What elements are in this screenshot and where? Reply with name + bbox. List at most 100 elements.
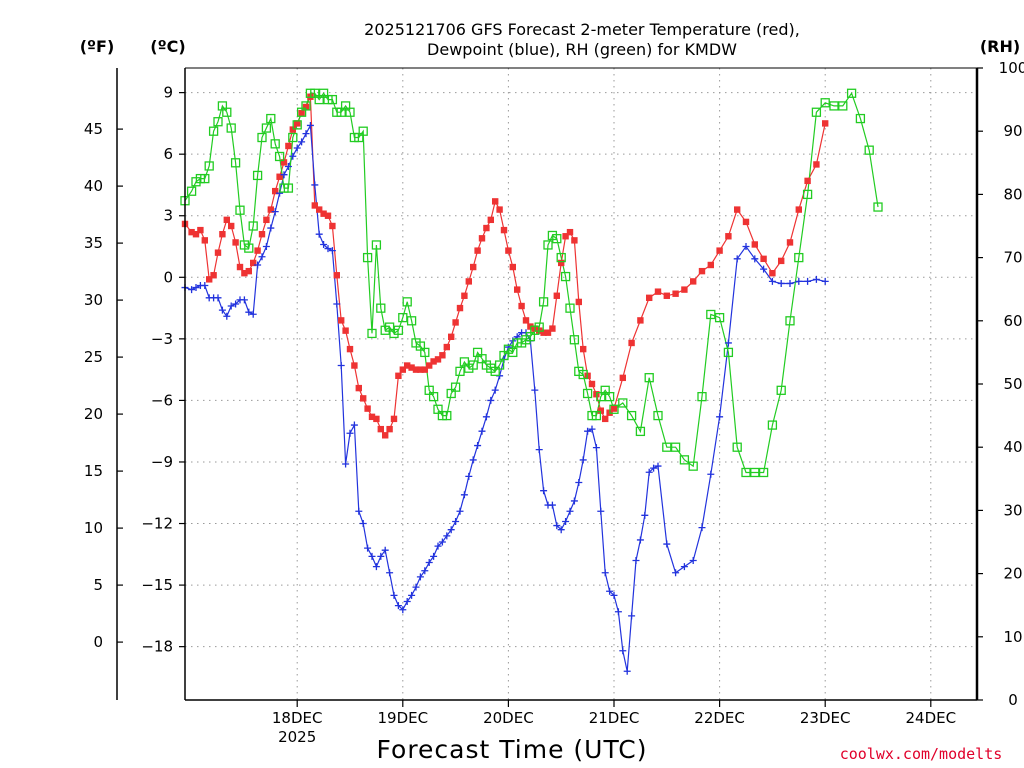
time-tick-label: 19DEC [378, 709, 429, 727]
dewpoint-point [214, 294, 222, 302]
rh-point [846, 88, 857, 98]
temperature-point [597, 407, 604, 414]
rh-point [679, 455, 690, 465]
rh-point [494, 360, 505, 370]
rh-point [569, 335, 580, 345]
dewpoint-point [364, 544, 372, 552]
dewpoint-point [742, 243, 750, 251]
rh-point [855, 113, 866, 124]
temperature-point [558, 259, 565, 267]
rh-point [420, 347, 430, 358]
dewpoint-point [298, 138, 306, 146]
dewpoint-point [641, 511, 649, 519]
temperature-point [368, 413, 376, 421]
dewpoint-point [320, 240, 328, 248]
rh-point [785, 316, 795, 326]
time-tick-label: 20DEC [483, 709, 534, 727]
dewpoint-point [548, 501, 556, 509]
dewpoint-point [368, 552, 376, 560]
dewpoint-point [394, 602, 402, 610]
fahrenheit-tick-label: 35 [84, 234, 103, 252]
rh-tick-label: 60 [1003, 312, 1022, 330]
rh-point [776, 385, 786, 395]
temperature-point [492, 198, 499, 205]
dewpoint-point [452, 517, 460, 525]
dewpoint-point [478, 427, 486, 435]
dewpoint-point [553, 522, 561, 530]
dewpoint-point [460, 491, 468, 499]
dewpoint-point [289, 152, 297, 160]
time-tick-label: 21DEC [589, 709, 640, 727]
temperature-point [254, 247, 261, 254]
rh-line [184, 91, 879, 474]
temperature-point [580, 345, 587, 353]
rh-point [662, 442, 672, 452]
dewpoint-point [716, 413, 724, 421]
rh-point [714, 312, 725, 323]
dewpoint-point [535, 446, 543, 454]
rh-point [345, 107, 355, 117]
rh-point [534, 322, 544, 332]
dewpoint-point [465, 472, 473, 480]
rh-point [543, 240, 553, 250]
temperature-point [316, 206, 323, 213]
rh-point [283, 183, 294, 193]
temperature-point [430, 358, 437, 365]
dewpoint-point [240, 296, 248, 304]
celsius-unit-label: (ºC) [150, 37, 185, 56]
temperature-point [206, 276, 213, 283]
rh-point [829, 101, 839, 111]
rh-tick-label: 90 [1003, 122, 1022, 140]
temperature-point [514, 286, 521, 293]
temperature-point [505, 247, 512, 254]
temperature-point [716, 247, 723, 254]
temperature-point [602, 415, 609, 423]
rh-point [406, 316, 417, 326]
celsius-tick-label: −15 [141, 576, 173, 594]
rh-point [688, 461, 698, 471]
dewpoint-point [399, 606, 407, 614]
rh-point [468, 360, 478, 370]
temperature-point [272, 187, 279, 195]
dewpoint-point [412, 583, 420, 591]
temperature-point [338, 317, 345, 324]
rh-point [442, 410, 452, 421]
celsius-tick-label: 3 [163, 207, 173, 225]
celsius-tick-label: 9 [163, 84, 173, 102]
rh-point [644, 373, 654, 383]
dewpoint-point [342, 460, 350, 468]
dewpoint-point [328, 247, 336, 255]
temperature-point [443, 343, 450, 351]
temperature-point [294, 120, 301, 127]
dewpoint-point [570, 497, 578, 505]
temperature-point [778, 257, 785, 265]
temperature-point [518, 302, 525, 310]
dewpoint-point [821, 277, 829, 285]
dewpoint-point [188, 286, 196, 294]
temperature-point [263, 216, 270, 224]
rh-point [794, 252, 804, 263]
rh-point [270, 139, 280, 149]
temperature-point [509, 263, 516, 271]
dewpoint-point [654, 462, 662, 470]
rh-point [635, 426, 646, 437]
temperature-point [214, 249, 222, 256]
temperature-point [690, 278, 697, 285]
temperature-point [386, 425, 393, 433]
dewpoint-point [724, 339, 732, 347]
dewpoint-point [456, 507, 464, 515]
rh-point [741, 467, 751, 478]
temperature-point [637, 317, 644, 324]
time-tick-label: 18DEC [272, 709, 323, 727]
temperature-point [575, 298, 582, 306]
temperature-point [285, 142, 292, 150]
temperature-point [236, 263, 244, 271]
temperature-point [399, 366, 406, 373]
temperature-point [412, 366, 420, 373]
rh-point [653, 410, 663, 421]
dewpoint-point [262, 243, 270, 251]
rh-point [266, 113, 276, 124]
dewpoint-point [588, 425, 596, 433]
temperature-point [188, 228, 195, 236]
rh-point [301, 101, 311, 111]
